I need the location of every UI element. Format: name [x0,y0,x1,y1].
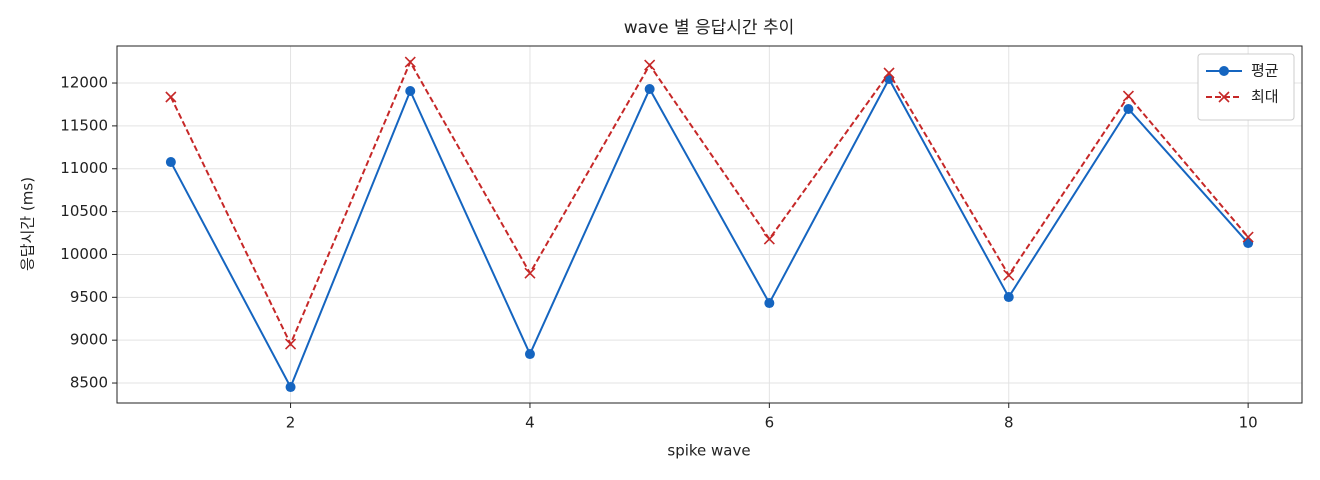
y-tick-label: 11000 [60,159,108,177]
marker-stroke [644,59,656,71]
marker [644,84,655,95]
marker [1122,90,1135,102]
marker [1123,104,1134,114]
marker [883,67,895,79]
legend-box [1197,53,1295,121]
marker [524,349,535,360]
plot-frame [116,45,1303,404]
marker-stroke [883,67,895,79]
y-tick-label: 9000 [70,331,108,349]
y-axis-label: 응답시간 (ms) [19,177,37,271]
legend-label: 평균 [1251,62,1279,80]
x-tick-label: 2 [286,414,296,432]
x-tick-label: 10 [1239,414,1258,432]
marker-stroke [1003,269,1015,281]
marker [405,86,416,96]
marker [764,298,775,309]
marker [763,233,775,245]
x-axis-label: spike wave [667,442,750,460]
marker-stroke [404,56,416,68]
marker [1219,66,1229,76]
marker-stroke [1122,90,1135,102]
y-tick-label: 9500 [70,288,108,306]
marker-stroke [165,91,177,103]
y-tick-label: 10000 [60,245,108,263]
marker-stroke [763,233,775,245]
marker-stroke [284,338,297,350]
marker-stroke [1218,91,1230,103]
x-tick-label: 4 [525,414,535,432]
series-line [169,59,1249,347]
marker-stroke [1242,231,1254,243]
series-line [169,76,1249,390]
chart-title: wave 별 응답시간 추이 [624,18,795,38]
marker [284,338,297,350]
marker-stroke [524,267,536,279]
marker [1218,91,1230,103]
marker [165,157,176,168]
y-tick-label: 10500 [60,202,108,220]
marker [524,267,536,279]
y-tick-label: 8500 [70,374,108,392]
x-tick-label: 8 [1004,414,1014,432]
y-tick-label: 11500 [60,116,108,134]
marker [165,91,177,103]
marker [285,382,296,393]
x-tick-label: 6 [765,414,775,432]
legend-label: 최대 [1251,88,1279,106]
marker [1242,231,1254,243]
marker [1003,292,1014,303]
marker [644,59,656,71]
marker [1003,269,1015,281]
y-tick-label: 12000 [60,74,108,92]
marker [404,56,416,68]
